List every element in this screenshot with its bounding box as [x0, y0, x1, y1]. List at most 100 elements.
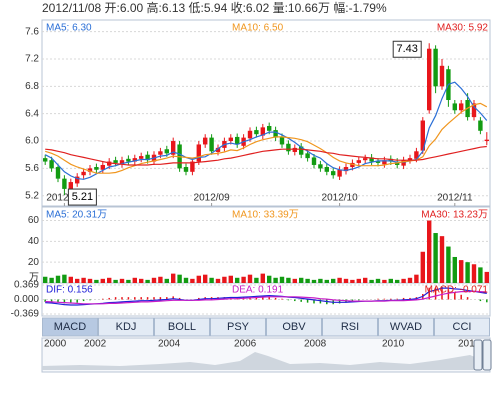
indicator-tab-label[interactable]: CCI	[453, 321, 472, 333]
volume-bar	[446, 246, 451, 283]
candle-body	[311, 157, 317, 165]
volume-bar	[113, 279, 118, 283]
volume-bar	[267, 275, 272, 283]
legend-label: MACD: -0.071	[425, 285, 489, 296]
volume-bar	[145, 279, 150, 283]
indicator-tab[interactable]	[210, 317, 266, 337]
volume-bar	[318, 278, 323, 283]
candle-body	[459, 103, 464, 111]
timeline-label: 2004	[158, 339, 181, 350]
indicator-tab[interactable]	[98, 317, 154, 337]
volume-bar	[55, 275, 61, 283]
max-label: 7.43	[396, 43, 417, 55]
volume-bar	[62, 274, 67, 283]
candle-body	[452, 103, 457, 111]
y-unit: 万	[29, 273, 39, 284]
candle-body	[292, 147, 297, 152]
y-tick-label: 6.8	[25, 81, 39, 92]
volume-bar	[43, 276, 48, 283]
volume-bar	[407, 277, 413, 283]
legend-label: MA10: 6.50	[232, 23, 284, 34]
candle-body	[132, 158, 137, 162]
candle-body	[228, 137, 233, 142]
y-tick-label: 6.4	[25, 108, 39, 119]
volume-bar	[235, 277, 240, 283]
indicator-tab[interactable]	[42, 317, 98, 337]
volume-bar	[260, 273, 265, 283]
y-tick-label: 40	[28, 236, 40, 247]
candle-body	[247, 130, 253, 139]
volume-bar	[126, 279, 131, 283]
volume-bar	[164, 278, 169, 283]
volume-bar	[203, 274, 208, 283]
candle-body	[433, 48, 438, 87]
volume-bar	[484, 271, 489, 283]
candle-body	[139, 156, 144, 159]
volume-bar	[222, 276, 227, 283]
indicator-tab-label[interactable]: KDJ	[116, 321, 137, 333]
ma-line	[45, 290, 487, 305]
indicator-tab-label[interactable]: BOLL	[168, 321, 196, 333]
max-label-box	[392, 40, 422, 58]
candle-body	[49, 160, 54, 169]
volume-bar	[427, 220, 432, 283]
volume-bar	[158, 276, 163, 283]
indicator-tab[interactable]	[378, 317, 434, 337]
indicator-tab[interactable]	[434, 317, 490, 337]
candle-body	[81, 171, 86, 176]
candle-body	[439, 65, 445, 87]
candle-body	[215, 147, 221, 152]
candle-body	[382, 160, 387, 165]
timeline-handle[interactable]	[482, 339, 492, 371]
volume-bar	[299, 277, 304, 283]
y-tick-label: 7.2	[25, 54, 39, 65]
volume-bar	[363, 277, 368, 283]
legend-label: DEA: 0.191	[232, 285, 284, 296]
candle-body	[363, 158, 368, 161]
candle-body	[171, 141, 176, 155]
volume-bar	[395, 279, 400, 283]
indicator-tab-label[interactable]: RSI	[341, 321, 359, 333]
timeline-area	[42, 352, 482, 370]
timeline-handle[interactable]	[473, 339, 483, 371]
candle-body	[164, 149, 169, 154]
volume-bar	[241, 276, 246, 283]
volume-bar	[311, 279, 317, 283]
candle-body	[407, 158, 413, 161]
volume-bar	[100, 278, 105, 283]
x-tick-label: 2012/11	[437, 193, 473, 204]
candle-body	[126, 158, 131, 162]
candle-body	[235, 136, 240, 145]
volume-bar	[215, 278, 221, 283]
ma-line	[45, 145, 487, 166]
indicator-tab[interactable]	[266, 317, 322, 337]
y-tick-label: 5.2	[25, 190, 39, 201]
indicator-tab[interactable]	[154, 317, 210, 337]
candle-body	[401, 160, 406, 166]
candle-body	[484, 139, 489, 142]
candle-body	[305, 153, 310, 159]
candle-body	[324, 167, 329, 172]
legend-label: DIF: 0.156	[46, 285, 93, 296]
volume-bar	[305, 278, 310, 283]
indicator-tab-label[interactable]: PSY	[227, 321, 250, 333]
candle-body	[158, 151, 163, 155]
volume-bar	[401, 278, 406, 283]
y-tick-label: 5.6	[25, 163, 39, 174]
volume-bar	[190, 278, 195, 283]
indicator-tab-label[interactable]: OBV	[282, 321, 306, 333]
volume-bar	[478, 267, 483, 283]
volume-bar	[273, 277, 278, 283]
indicator-tab-label[interactable]: WVAD	[390, 321, 422, 333]
candle-body	[331, 171, 336, 176]
indicator-tab[interactable]	[322, 317, 378, 337]
volume-bar	[375, 278, 381, 283]
candle-body	[299, 146, 304, 155]
y-tick-label: 20	[28, 257, 40, 268]
indicator-tab-label[interactable]: MACD	[54, 321, 86, 333]
candle-body	[350, 162, 355, 168]
candle-body	[267, 125, 272, 131]
min-label-box	[67, 188, 97, 206]
candle-body	[356, 160, 361, 163]
volume-bar	[279, 276, 285, 283]
